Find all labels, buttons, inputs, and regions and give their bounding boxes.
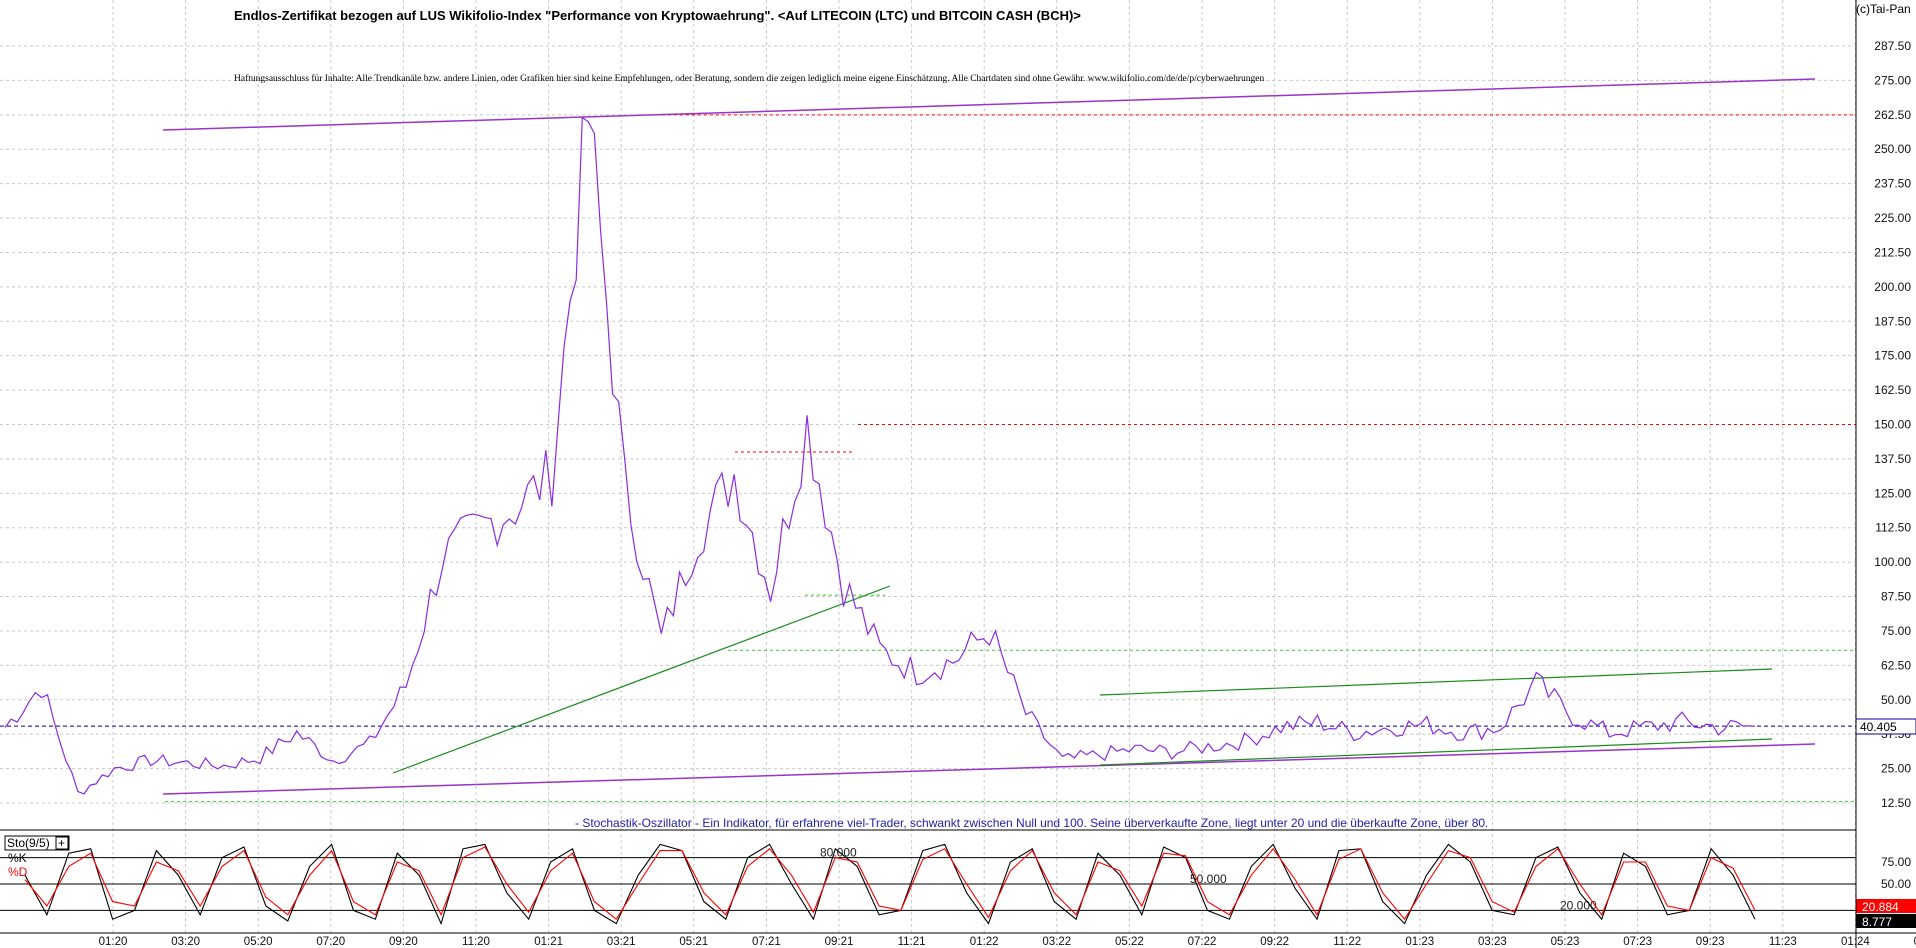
x-tick-label: 11:22 xyxy=(1333,936,1361,948)
level-lines xyxy=(0,114,1856,803)
green-trend-line xyxy=(392,585,891,774)
x-tick-label: 07:23 xyxy=(1623,936,1652,948)
x-tick-label: 05:23 xyxy=(1551,936,1580,948)
chart-title: Endlos-Zertifikat bezogen auf LUS Wikifo… xyxy=(234,8,1081,23)
x-tick-label: 03:20 xyxy=(171,936,200,948)
trend-lines xyxy=(162,78,1816,795)
x-axis: 01:20 03:20 05:20 07:20 09:20 11:20 01:21 03:21… xyxy=(99,936,1916,948)
y-tick-label: 50.00 xyxy=(1881,693,1911,707)
stoch-caption: - Stochastik-Oszillator - Ein Indikator,… xyxy=(575,816,1488,830)
expand-icon[interactable] xyxy=(55,836,69,850)
x-tick-label: 03:21 xyxy=(607,936,636,948)
stoch-series xyxy=(24,843,1756,926)
y-tick-label: 100.00 xyxy=(1874,555,1911,569)
y-tick-label: 200.00 xyxy=(1874,280,1911,294)
lower-trend-line xyxy=(162,743,1816,795)
x-tick-label: 05:21 xyxy=(679,936,708,948)
green-channel-bottom xyxy=(1099,738,1773,766)
legend-d: %D xyxy=(8,865,28,879)
y-tick-label: 187.50 xyxy=(1874,314,1911,328)
y-tick-label: 175.00 xyxy=(1874,349,1911,363)
stoch-panel-label[interactable]: Sto(9/5) + xyxy=(4,835,70,851)
x-tick-label: 01:20 xyxy=(99,936,128,948)
x-tick-label: 05:22 xyxy=(1115,936,1144,948)
copyright-label: (c)Tai-Pan xyxy=(1856,2,1911,16)
x-tick-label: 05:20 xyxy=(244,936,273,948)
green-channel-top xyxy=(1099,668,1773,696)
x-tick-label: 01:22 xyxy=(970,936,999,948)
disclaimer-text: Haftungsausschluss für Inhalte: Alle Tre… xyxy=(234,73,1265,84)
stoch-last-values: 20.884 8.777 xyxy=(1856,899,1916,929)
x-tick-label: 07:20 xyxy=(316,936,345,948)
x-tick-label: 03:22 xyxy=(1042,936,1071,948)
x-tick-label: 03:24 xyxy=(1914,936,1916,948)
y-tick-label: 237.50 xyxy=(1874,177,1911,191)
x-tick-label: 01:21 xyxy=(534,936,563,948)
x-tick-label: 11:23 xyxy=(1769,936,1797,948)
y-tick-label: 275.00 xyxy=(1874,73,1911,87)
y-tick-label: 12.50 xyxy=(1881,796,1911,810)
y-tick-label: 225.00 xyxy=(1874,211,1911,225)
last-value-box: 40.405 xyxy=(1855,718,1916,735)
last-value-label: 40.405 xyxy=(1860,720,1897,734)
y-tick-label: 75.00 xyxy=(1881,624,1911,638)
x-tick-label: 09:22 xyxy=(1260,936,1289,948)
y-tick-label: 162.50 xyxy=(1874,383,1911,397)
stoch-panel-name: Sto(9/5) xyxy=(7,836,50,850)
stoch-k-line xyxy=(24,843,1756,926)
price-series xyxy=(4,116,1756,795)
x-tick-label: 07:21 xyxy=(752,936,781,948)
y-tick-label: 262.50 xyxy=(1874,108,1911,122)
x-tick-label: 09:20 xyxy=(389,936,418,948)
y-tick-label: 112.50 xyxy=(1875,521,1911,535)
y-tick-label: 87.50 xyxy=(1881,590,1911,604)
stoch-y-tick-label: 75.00 xyxy=(1881,855,1911,869)
y-tick-label: 25.00 xyxy=(1881,762,1911,776)
y-tick-label: 150.00 xyxy=(1874,418,1911,432)
x-tick-label: 11:21 xyxy=(898,936,926,948)
stoch-y-tick-label: 50.00 xyxy=(1881,877,1911,891)
x-tick-label: 01:23 xyxy=(1405,936,1434,948)
x-tick-label: 11:20 xyxy=(462,936,490,948)
stoch-last-d: 8.777 xyxy=(1862,915,1892,929)
legend-k: %K xyxy=(8,851,27,865)
y-axis: 12.5025.0037.5050.0062.5075.0087.50100.0… xyxy=(1874,39,1911,810)
stoch-d-line xyxy=(24,846,1756,921)
y-tick-label: 212.50 xyxy=(1874,245,1911,259)
stoch-level-label: 80.000 xyxy=(820,846,857,860)
x-tick-label: 03:23 xyxy=(1478,936,1507,948)
x-tick-label: 09:21 xyxy=(825,936,854,948)
x-tick-label: 07:22 xyxy=(1188,936,1217,948)
upper-trend-line xyxy=(162,78,1816,131)
plus-glyph: + xyxy=(58,836,65,850)
y-tick-label: 62.50 xyxy=(1881,658,1911,672)
stoch-last-k: 20.884 xyxy=(1862,900,1899,914)
y-tick-label: 250.00 xyxy=(1874,142,1911,156)
y-tick-label: 137.50 xyxy=(1874,452,1911,466)
x-tick-label: 09:23 xyxy=(1696,936,1725,948)
y-tick-label: 125.00 xyxy=(1874,486,1911,500)
stoch-level-label: 50.000 xyxy=(1190,872,1227,886)
y-tick-label: 287.50 xyxy=(1874,39,1911,53)
price-line xyxy=(4,116,1756,795)
